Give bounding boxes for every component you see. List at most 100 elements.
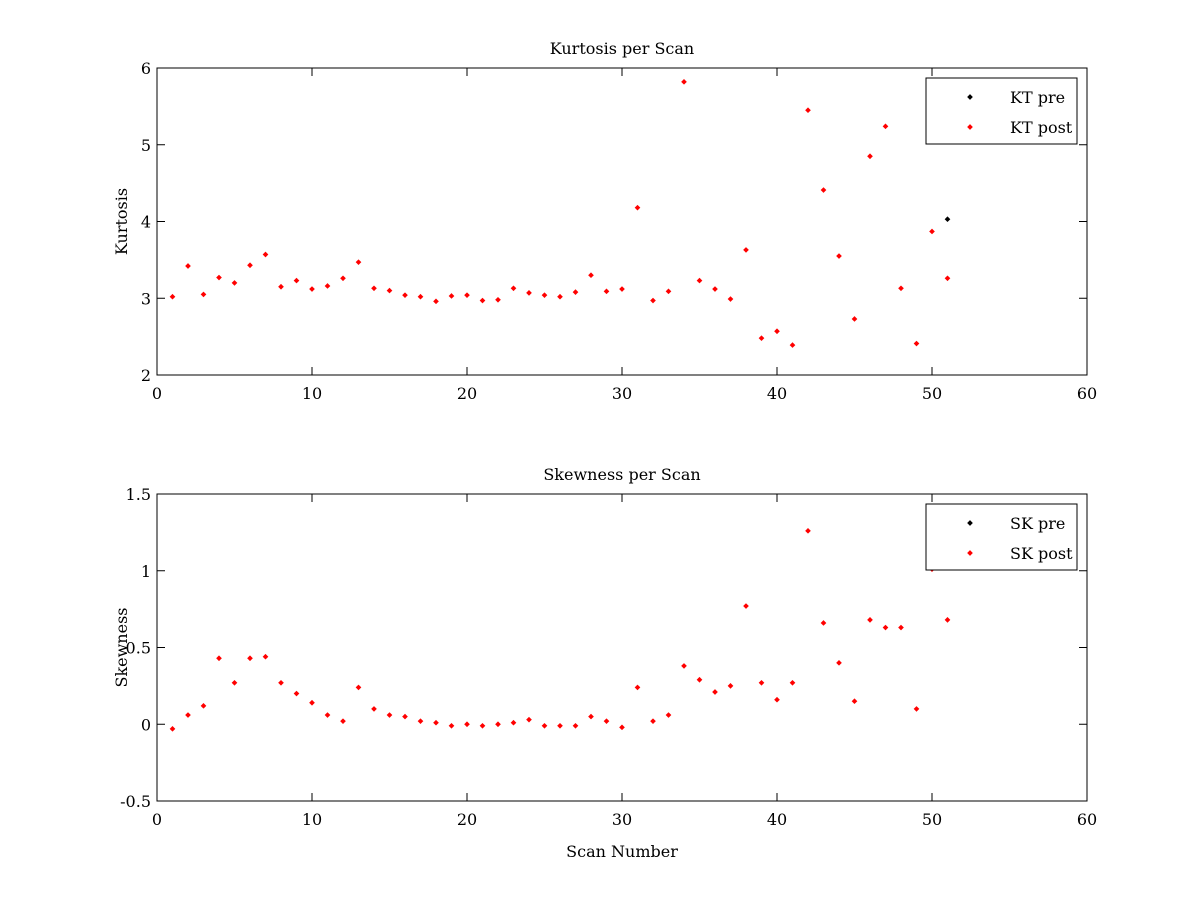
kurtosis-ytick-label: 4 [141, 213, 151, 232]
kurtosis-legend-label: KT post [1010, 118, 1073, 137]
kurtosis-point [913, 340, 920, 347]
kurtosis-ytick-label: 6 [141, 59, 151, 78]
kurtosis-point [712, 286, 718, 292]
skewness-point [464, 721, 470, 728]
kurtosis-point [200, 291, 207, 298]
skewness-xtick-label: 20 [457, 810, 477, 829]
kurtosis-point [262, 251, 269, 258]
skewness-point [944, 617, 951, 623]
skewness-point [820, 620, 827, 626]
kurtosis-point [696, 277, 703, 284]
skewness-point [262, 653, 269, 660]
kurtosis-point [882, 123, 889, 130]
skewness-point [200, 703, 207, 709]
kurtosis-point [851, 316, 858, 322]
skewness-point [665, 712, 672, 718]
skewness-xtick-label: 40 [767, 810, 787, 829]
kurtosis-point [727, 296, 734, 302]
skewness-ytick-label: 1.5 [126, 485, 151, 504]
kurtosis-point [572, 289, 579, 295]
kurtosis-xtick-label: 0 [152, 384, 162, 403]
skewness-point [867, 617, 873, 623]
kurtosis-point [247, 262, 253, 269]
kurtosis-ytick-label: 5 [141, 136, 151, 155]
kurtosis-point [340, 275, 346, 282]
skewness-ylabel: Skewness [112, 607, 131, 687]
skewness-point [479, 722, 486, 729]
kurtosis-point [355, 259, 362, 266]
skewness-point [650, 718, 656, 725]
skewness-xtick-label: 0 [152, 810, 162, 829]
skewness-point [851, 698, 858, 705]
skewness-ytick-label: 0.5 [126, 639, 151, 658]
skewness-point [448, 722, 455, 729]
skewness-point [696, 676, 703, 683]
skewness-point [216, 655, 222, 662]
skewness-point [185, 712, 191, 718]
kurtosis-title: Kurtosis per Scan [550, 39, 694, 58]
skewness-legend-marker [967, 520, 973, 526]
skewness-point [898, 624, 904, 631]
kurtosis-point [433, 298, 439, 305]
kurtosis-point [464, 292, 470, 299]
skewness-xtick-label: 10 [302, 810, 322, 829]
skewness-point [603, 718, 610, 725]
kurtosis-point [448, 293, 455, 299]
skewness-title: Skewness per Scan [543, 465, 700, 484]
skewness-point [495, 721, 501, 728]
kurtosis-point [619, 286, 625, 292]
kurtosis-point [650, 297, 656, 304]
skewness-xtick-label: 50 [922, 810, 942, 829]
skewness-point [588, 713, 594, 720]
kurtosis-point [743, 247, 749, 253]
skewness-point [572, 722, 579, 729]
kurtosis-legend-marker [967, 94, 973, 100]
kurtosis-xtick-label: 10 [302, 384, 322, 403]
kurtosis-point [929, 228, 935, 235]
skewness-series-1 [169, 528, 951, 732]
kurtosis-point [324, 283, 331, 289]
kurtosis-legend-label: KT pre [1010, 88, 1065, 107]
kurtosis-xtick-label: 60 [1077, 384, 1097, 403]
kurtosis-point [216, 274, 222, 281]
skewness-ytick-label: 0 [141, 715, 151, 734]
skewness-point [557, 722, 563, 729]
kurtosis-point [805, 107, 811, 114]
skewness-point [526, 716, 532, 723]
skewness-point [386, 712, 393, 718]
skewness-legend-marker [967, 550, 973, 556]
skewness-point [417, 718, 424, 725]
kurtosis-point [231, 280, 238, 286]
skewness-legend-label: SK pre [1010, 514, 1065, 533]
skewness-point [681, 663, 687, 669]
skewness-point [634, 684, 641, 691]
skewness-point [324, 712, 331, 718]
kurtosis-point [588, 272, 594, 279]
kurtosis-point [944, 216, 951, 223]
kurtosis-ylabel: Kurtosis [112, 188, 131, 255]
skewness-point [278, 679, 284, 686]
skewness-point [758, 679, 765, 686]
kurtosis-point [293, 277, 300, 284]
kurtosis-ytick-label: 3 [141, 289, 151, 308]
skewness-point [712, 689, 718, 695]
skewness-point [402, 713, 408, 720]
skewness-point [836, 660, 842, 666]
skewness-xtick-label: 60 [1077, 810, 1097, 829]
kurtosis-point [820, 187, 827, 193]
skewness-point [340, 718, 346, 725]
kurtosis-point [371, 285, 377, 292]
skewness-point [913, 706, 920, 712]
kurtosis-point [386, 287, 393, 294]
kurtosis-point [510, 285, 517, 292]
kurtosis-point [557, 293, 563, 300]
skewness-point [541, 722, 548, 729]
skewness-point [510, 719, 517, 726]
skewness-ytick-label: 1 [141, 562, 151, 581]
kurtosis-point [944, 275, 951, 282]
skewness-point [355, 684, 362, 691]
skewness-point [727, 683, 734, 689]
